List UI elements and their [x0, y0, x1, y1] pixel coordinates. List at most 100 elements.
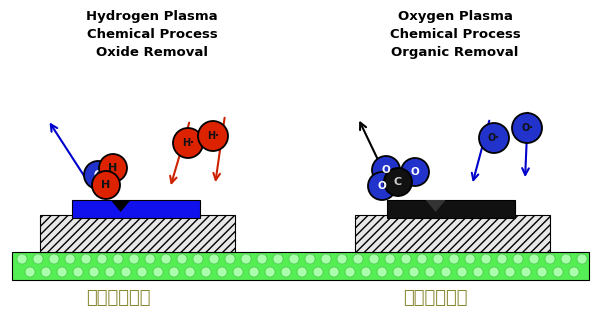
Text: O: O [410, 167, 419, 177]
Circle shape [561, 254, 571, 264]
Circle shape [457, 267, 467, 277]
Circle shape [65, 254, 75, 264]
Circle shape [297, 267, 307, 277]
Circle shape [289, 254, 299, 264]
Circle shape [153, 267, 163, 277]
Text: H·: H· [207, 131, 219, 141]
Circle shape [73, 267, 83, 277]
Circle shape [25, 267, 35, 277]
Circle shape [99, 154, 127, 182]
Circle shape [161, 254, 171, 264]
Circle shape [137, 267, 147, 277]
Circle shape [89, 267, 99, 277]
Circle shape [217, 267, 227, 277]
Text: H·: H· [182, 138, 194, 148]
Text: Hydrogen Plasma
Chemical Process
Oxide Removal: Hydrogen Plasma Chemical Process Oxide R… [86, 10, 218, 59]
Circle shape [479, 123, 509, 153]
Text: 化学清洗工艺: 化学清洗工艺 [403, 289, 467, 307]
Circle shape [433, 254, 443, 264]
Circle shape [198, 121, 228, 151]
Text: H: H [108, 163, 118, 173]
Circle shape [425, 267, 435, 277]
Circle shape [345, 267, 355, 277]
Circle shape [409, 267, 419, 277]
Circle shape [129, 254, 139, 264]
Text: 化学清洗工艺: 化学清洗工艺 [86, 289, 150, 307]
Circle shape [193, 254, 203, 264]
Circle shape [545, 254, 555, 264]
Circle shape [92, 171, 120, 199]
Circle shape [233, 267, 243, 277]
Circle shape [417, 254, 427, 264]
Circle shape [512, 113, 542, 143]
Circle shape [173, 128, 203, 158]
Circle shape [57, 267, 67, 277]
Circle shape [384, 168, 412, 196]
Text: O: O [382, 165, 391, 175]
Text: O·: O· [521, 123, 533, 133]
Circle shape [449, 254, 459, 264]
Circle shape [97, 254, 107, 264]
Circle shape [209, 254, 219, 264]
Circle shape [329, 267, 339, 277]
Circle shape [265, 267, 275, 277]
Circle shape [465, 254, 475, 264]
Circle shape [497, 254, 507, 264]
Circle shape [513, 254, 523, 264]
Circle shape [529, 254, 539, 264]
Bar [355, 215, 550, 252]
Text: C: C [394, 177, 402, 187]
Circle shape [113, 254, 123, 264]
Circle shape [505, 267, 515, 277]
Circle shape [121, 267, 131, 277]
Circle shape [372, 156, 400, 184]
Circle shape [257, 254, 267, 264]
Circle shape [81, 254, 91, 264]
Circle shape [377, 267, 387, 277]
Circle shape [49, 254, 59, 264]
Circle shape [41, 267, 51, 277]
Circle shape [401, 254, 411, 264]
Circle shape [313, 267, 323, 277]
Bar [40, 215, 235, 252]
Circle shape [201, 267, 211, 277]
Text: O: O [377, 181, 386, 191]
Circle shape [577, 254, 587, 264]
Circle shape [305, 254, 315, 264]
Circle shape [169, 267, 179, 277]
Circle shape [473, 267, 483, 277]
Polygon shape [426, 200, 445, 212]
Polygon shape [111, 200, 130, 212]
Text: O·: O· [488, 133, 500, 143]
Text: Oxygen Plasma
Chemical Process
Organic Removal: Oxygen Plasma Chemical Process Organic R… [389, 10, 520, 59]
Circle shape [105, 267, 115, 277]
Circle shape [481, 254, 491, 264]
Circle shape [145, 254, 155, 264]
Circle shape [401, 158, 429, 186]
Circle shape [241, 254, 251, 264]
Bar [387, 200, 515, 218]
Circle shape [185, 267, 195, 277]
Circle shape [361, 267, 371, 277]
Text: O: O [93, 170, 103, 180]
Circle shape [281, 267, 291, 277]
Circle shape [33, 254, 43, 264]
Circle shape [177, 254, 187, 264]
Circle shape [569, 267, 579, 277]
Circle shape [393, 267, 403, 277]
Circle shape [249, 267, 259, 277]
Circle shape [368, 172, 396, 200]
Bar [72, 200, 200, 218]
Circle shape [353, 254, 363, 264]
Bar [12, 252, 589, 280]
Circle shape [225, 254, 235, 264]
Circle shape [17, 254, 27, 264]
Circle shape [369, 254, 379, 264]
Circle shape [84, 161, 112, 189]
Circle shape [441, 267, 451, 277]
Circle shape [489, 267, 499, 277]
Circle shape [521, 267, 531, 277]
Circle shape [537, 267, 547, 277]
Text: H: H [102, 180, 111, 190]
Circle shape [385, 254, 395, 264]
